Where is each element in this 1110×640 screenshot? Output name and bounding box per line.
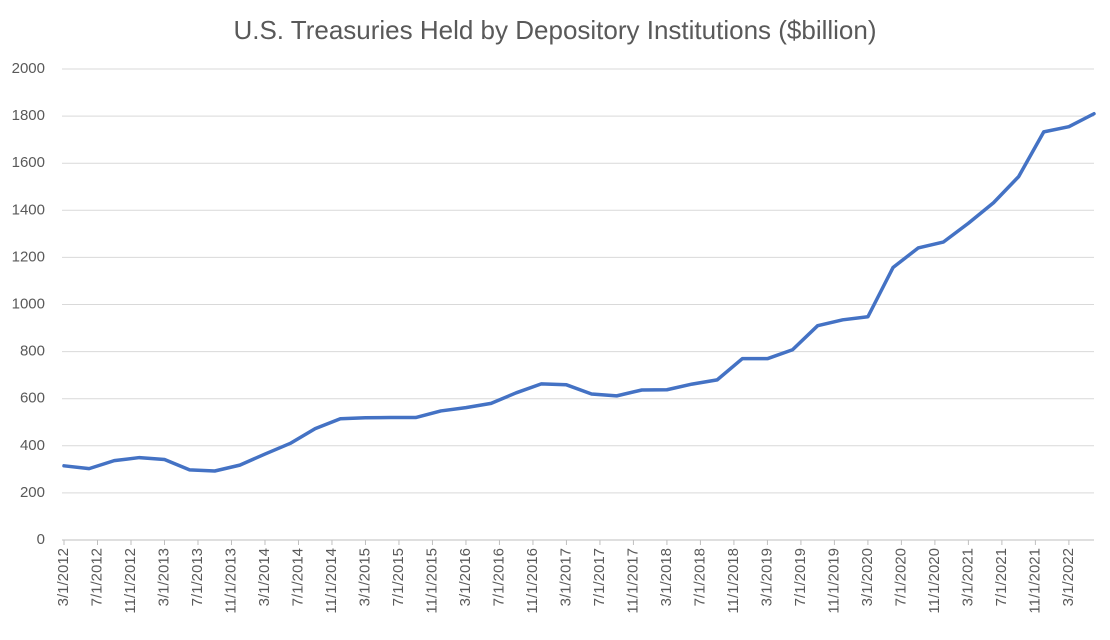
x-tick-label: 3/1/2013 <box>155 548 172 606</box>
x-tick-label: 11/1/2020 <box>926 548 943 614</box>
x-tick-label: 11/1/2014 <box>323 548 340 614</box>
x-tick-label: 7/1/2016 <box>490 548 507 606</box>
x-tick-label: 3/1/2017 <box>557 548 574 606</box>
x-tick-label: 7/1/2014 <box>289 548 306 606</box>
y-tick-label: 200 <box>20 484 45 501</box>
x-tick-label: 11/1/2013 <box>222 548 239 614</box>
x-tick-label: 7/1/2021 <box>993 548 1010 606</box>
x-tick-label: 11/1/2015 <box>423 548 440 614</box>
x-tick-label: 7/1/2020 <box>892 548 909 606</box>
y-tick-label: 1400 <box>12 201 45 218</box>
x-tick-label: 11/1/2019 <box>825 548 842 614</box>
y-tick-label: 400 <box>20 437 45 454</box>
x-tick-label: 7/1/2015 <box>390 548 407 606</box>
x-tick-label: 11/1/2016 <box>524 548 541 614</box>
x-tick-label: 11/1/2017 <box>624 548 641 614</box>
x-tick-label: 7/1/2018 <box>691 548 708 606</box>
x-tick-label: 3/1/2012 <box>55 548 72 606</box>
x-tick-label: 3/1/2021 <box>959 548 976 606</box>
x-tick-label: 3/1/2015 <box>356 548 373 606</box>
y-tick-label: 800 <box>20 343 45 360</box>
y-tick-label: 1600 <box>12 154 45 171</box>
x-tick-label: 7/1/2013 <box>189 548 206 606</box>
x-tick-label: 11/1/2021 <box>1026 548 1043 614</box>
y-tick-label: 600 <box>20 390 45 407</box>
x-tick-label: 3/1/2018 <box>658 548 675 606</box>
x-tick-label: 3/1/2014 <box>256 548 273 606</box>
y-tick-label: 1000 <box>12 295 45 312</box>
y-tick-label: 1800 <box>12 107 45 124</box>
x-tick-label: 3/1/2022 <box>1060 548 1077 606</box>
x-tick-label: 7/1/2012 <box>88 548 105 606</box>
line-series <box>62 111 1096 473</box>
x-tick-label: 11/1/2012 <box>122 548 139 614</box>
x-tick-label: 11/1/2018 <box>725 548 742 614</box>
y-tick-label: 0 <box>37 531 45 548</box>
x-tick-label: 7/1/2019 <box>792 548 809 606</box>
y-tick-label: 1200 <box>12 248 45 265</box>
x-tick-label: 7/1/2017 <box>591 548 608 606</box>
x-tick-label: 3/1/2019 <box>758 548 775 606</box>
chart-title: U.S. Treasuries Held by Depository Insti… <box>233 15 876 45</box>
x-tick-label: 3/1/2016 <box>457 548 474 606</box>
x-tick-label: 3/1/2020 <box>859 548 876 606</box>
y-tick-label: 2000 <box>12 60 45 77</box>
